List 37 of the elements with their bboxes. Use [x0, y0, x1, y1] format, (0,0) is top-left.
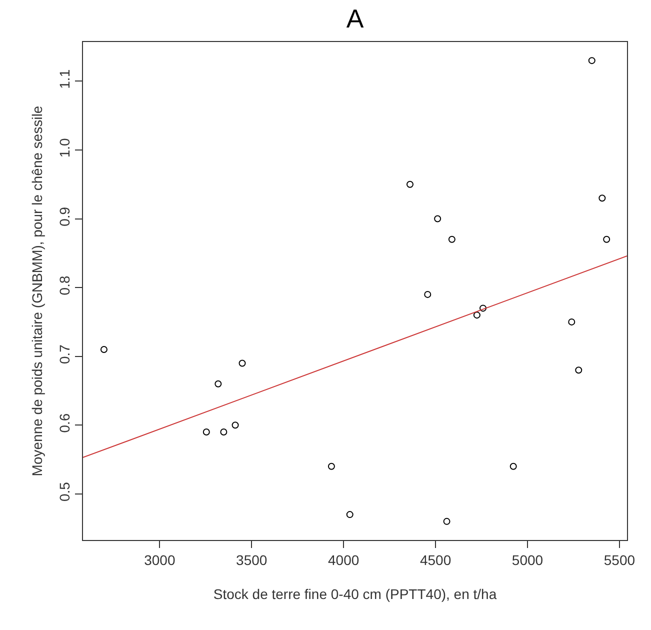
point	[568, 318, 576, 326]
y-tick-label: 0.9	[56, 206, 72, 226]
point	[346, 511, 354, 518]
point	[598, 194, 606, 202]
y-tick-label: 0.6	[56, 413, 72, 433]
point	[443, 518, 450, 525]
x-tick-label: 4000	[328, 552, 360, 568]
x-axis-title: Stock de terre fine 0-40 cm (PPTT40), en t/ha	[213, 586, 497, 602]
y-axis-title: Moyenne de poids unitaire (GNBMM), pour le chêne sessile	[29, 106, 45, 476]
point	[220, 428, 228, 436]
y-tick-label: 0.7	[56, 344, 72, 364]
point	[510, 462, 517, 470]
point	[448, 236, 456, 243]
y-tick-label: 0.5	[56, 482, 72, 502]
point	[424, 290, 432, 298]
point	[473, 312, 480, 319]
point	[480, 304, 486, 312]
x-tick-label: 5500	[604, 552, 636, 568]
y-tick-label: 1.0	[56, 138, 72, 158]
point	[588, 57, 596, 64]
x-tick-label: 3500	[236, 552, 268, 568]
point	[238, 360, 246, 367]
point	[434, 215, 442, 222]
point	[214, 380, 222, 388]
y-tick-label: 0.8	[56, 276, 72, 296]
point	[100, 346, 108, 353]
point	[603, 236, 610, 243]
x-tick-label: 4500	[420, 552, 452, 568]
point	[232, 422, 239, 429]
point	[575, 366, 582, 374]
x-tick-label: 5000	[512, 552, 544, 568]
x-tick-label: 3000	[144, 552, 176, 568]
y-tick-label: 1.1	[56, 69, 72, 89]
point	[406, 180, 414, 188]
chart-title: A	[346, 4, 364, 34]
point	[328, 462, 335, 470]
point	[202, 428, 210, 436]
